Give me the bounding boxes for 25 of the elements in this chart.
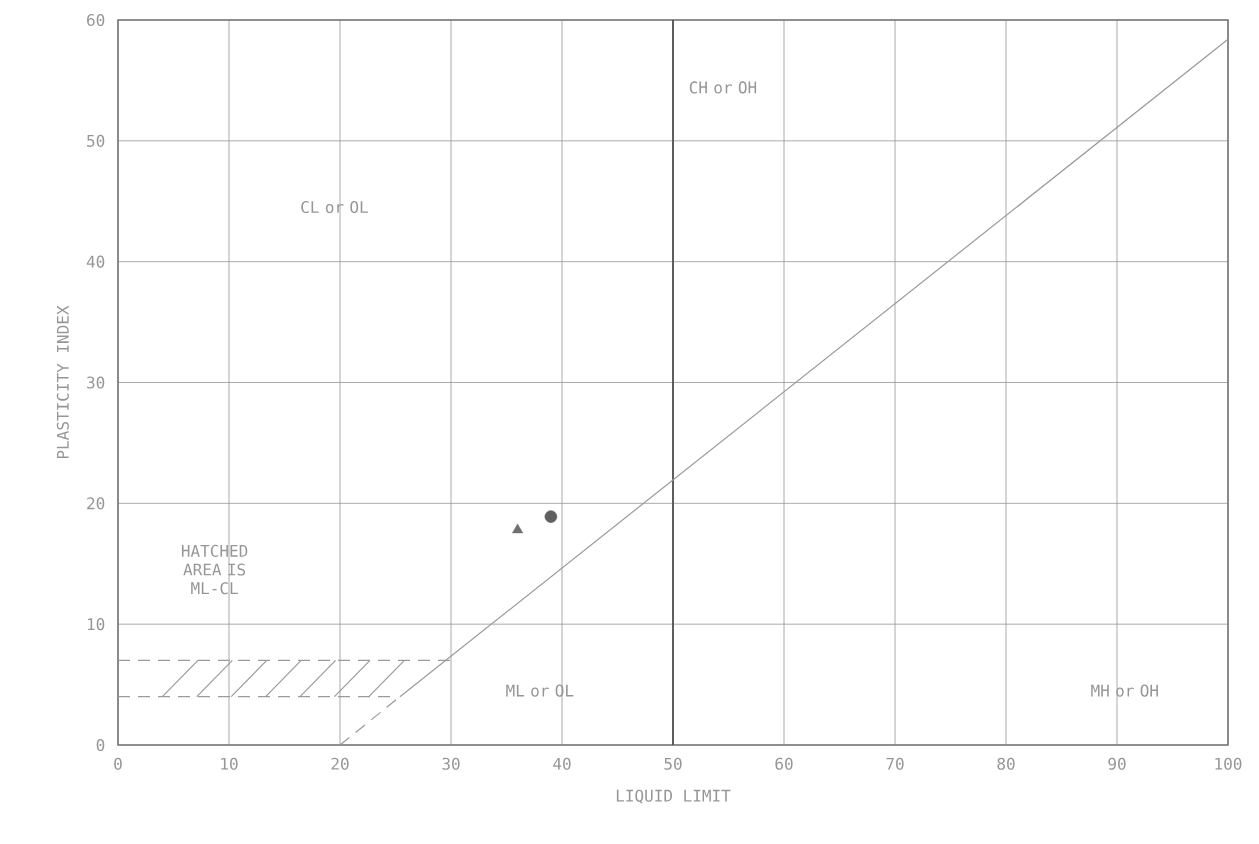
annotation: MH or OH: [1091, 684, 1158, 697]
y-tick-label: 30: [87, 376, 105, 389]
annotation: ML or OL: [506, 684, 574, 697]
x-tick-label: 30: [442, 757, 460, 770]
x-tick-label: 90: [1108, 757, 1126, 770]
x-axis-title: LIQUID LIMIT: [616, 789, 731, 804]
annotation: HATCHED AREA IS ML-CL: [181, 544, 248, 595]
y-tick-label: 20: [87, 497, 105, 510]
y-tick-label: 10: [87, 618, 105, 631]
x-tick-label: 80: [997, 757, 1015, 770]
x-tick-label: 70: [886, 757, 904, 770]
x-tick-label: 10: [221, 757, 238, 770]
x-tick-label: 50: [664, 757, 682, 770]
y-tick-label: 50: [87, 134, 105, 147]
y-axis-title: PLASTICITY INDEX: [56, 305, 69, 459]
x-tick-label: 40: [553, 757, 571, 770]
y-tick-label: 60: [87, 13, 105, 27]
y-tick-label: 0: [96, 738, 105, 752]
x-tick-label: 60: [775, 757, 793, 770]
x-tick-label: 20: [331, 757, 349, 770]
x-tick-label: 100: [1215, 757, 1242, 770]
annotation: CL or OL: [301, 200, 368, 214]
x-tick-label: 0: [114, 757, 122, 770]
y-tick-label: 40: [86, 255, 105, 268]
annotation: CH or OH: [689, 81, 757, 94]
